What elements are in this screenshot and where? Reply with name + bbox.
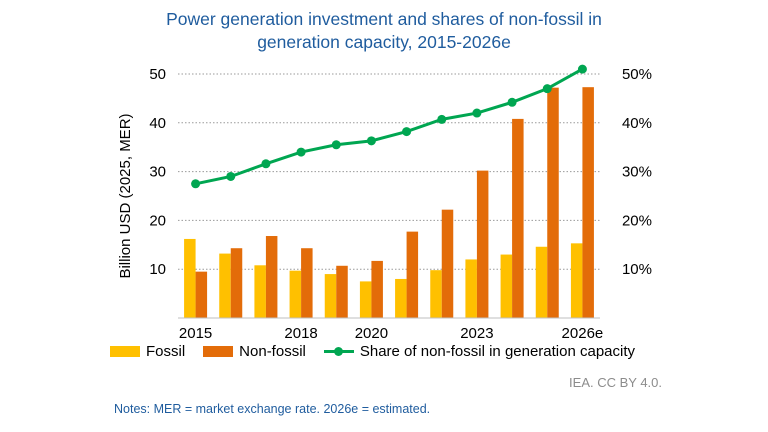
share-point xyxy=(191,179,201,189)
y-tick-label: 10 xyxy=(149,261,166,278)
legend-swatch-nonfossil xyxy=(203,346,234,357)
bar-nonfossil xyxy=(230,248,243,318)
x-tick-label: 2020 xyxy=(355,325,388,340)
legend-item-fossil: Fossil xyxy=(110,343,185,360)
y2-tick-label: 20% xyxy=(622,212,652,229)
bar-nonfossil xyxy=(582,87,594,319)
bar-nonfossil xyxy=(336,265,348,318)
bar-nonfossil xyxy=(406,231,419,318)
share-point xyxy=(472,108,482,118)
bar-fossil xyxy=(430,270,442,318)
bar-nonfossil xyxy=(301,248,313,318)
bar-fossil xyxy=(570,243,583,318)
bar-fossil xyxy=(219,253,231,318)
chart-title-line1: Power generation investment and shares o… xyxy=(166,9,602,29)
bar-fossil xyxy=(500,254,513,318)
bar-nonfossil xyxy=(265,236,278,318)
grid-lines xyxy=(178,73,600,270)
bars-group xyxy=(184,87,594,319)
bar-fossil xyxy=(395,278,407,318)
y-tick-label: 20 xyxy=(149,212,166,229)
bar-fossil xyxy=(535,246,548,318)
share-point xyxy=(296,147,306,157)
y-tick-label: 40 xyxy=(149,115,166,132)
legend-swatch-fossil xyxy=(110,346,140,357)
x-tick-label: 2018 xyxy=(284,325,317,340)
chart-title-line2: generation capacity, 2015-2026e xyxy=(257,32,511,52)
share-line xyxy=(195,67,584,186)
y2-tick-label: 30% xyxy=(622,164,652,181)
bar-nonfossil xyxy=(476,170,489,318)
share-point xyxy=(577,64,587,74)
share-point xyxy=(226,171,236,181)
bar-fossil xyxy=(359,281,372,318)
bar-fossil xyxy=(254,265,266,318)
bar-nonfossil xyxy=(195,271,208,318)
notes-text: Notes: MER = market exchange rate. 2026e… xyxy=(114,402,431,416)
bar-fossil xyxy=(289,270,302,318)
legend-item-share: Share of non-fossil in generation capaci… xyxy=(323,343,636,360)
legend-label-fossil: Fossil xyxy=(146,343,186,360)
share-point xyxy=(437,114,447,124)
x-tick-label: 2026e xyxy=(562,325,604,340)
y-tick-label: 30 xyxy=(149,164,166,181)
bar-nonfossil xyxy=(512,118,524,319)
share-point xyxy=(542,84,552,94)
bar-fossil xyxy=(324,274,337,318)
bar-fossil xyxy=(184,238,196,318)
y2-tick-label: 50% xyxy=(622,66,652,83)
share-point xyxy=(331,140,341,150)
share-point xyxy=(402,127,412,137)
bar-fossil xyxy=(465,259,477,318)
legend-item-nonfossil: Non-fossil xyxy=(203,343,306,360)
share-point xyxy=(507,97,517,107)
share-line-group xyxy=(191,64,587,189)
axes-group: 10 10% 20 20% 30 30% 40 40% 50 50% 2015 2018 2020 202… xyxy=(117,66,652,340)
source-credit: IEA. CC BY 4.0. xyxy=(569,375,662,390)
y2-tick-label: 40% xyxy=(622,115,652,132)
legend-label-share: Share of non-fossil in generation capaci… xyxy=(359,343,636,360)
legend-swatch-share xyxy=(323,346,354,357)
y-axis-label: Billion USD (2025, MER) xyxy=(117,113,134,278)
bar-nonfossil xyxy=(371,260,383,318)
bar-nonfossil xyxy=(547,87,559,318)
legend-label-nonfossil: Non-fossil xyxy=(239,343,306,360)
legend: Fossil Non-fossil Share of non-fossil in… xyxy=(110,343,653,360)
x-tick-label: 2015 xyxy=(179,325,212,340)
share-point xyxy=(366,136,376,146)
share-point xyxy=(261,159,271,169)
chart-plot: 10 10% 20 20% 30 30% 40 40% 50 50% 2015 2018 2020 202… xyxy=(117,64,652,340)
x-tick-label: 2023 xyxy=(460,325,493,340)
bar-nonfossil xyxy=(441,209,454,318)
y-tick-label: 50 xyxy=(149,66,166,83)
chart-title: Power generation investment and shares o… xyxy=(0,8,768,54)
y2-tick-label: 10% xyxy=(622,261,652,278)
